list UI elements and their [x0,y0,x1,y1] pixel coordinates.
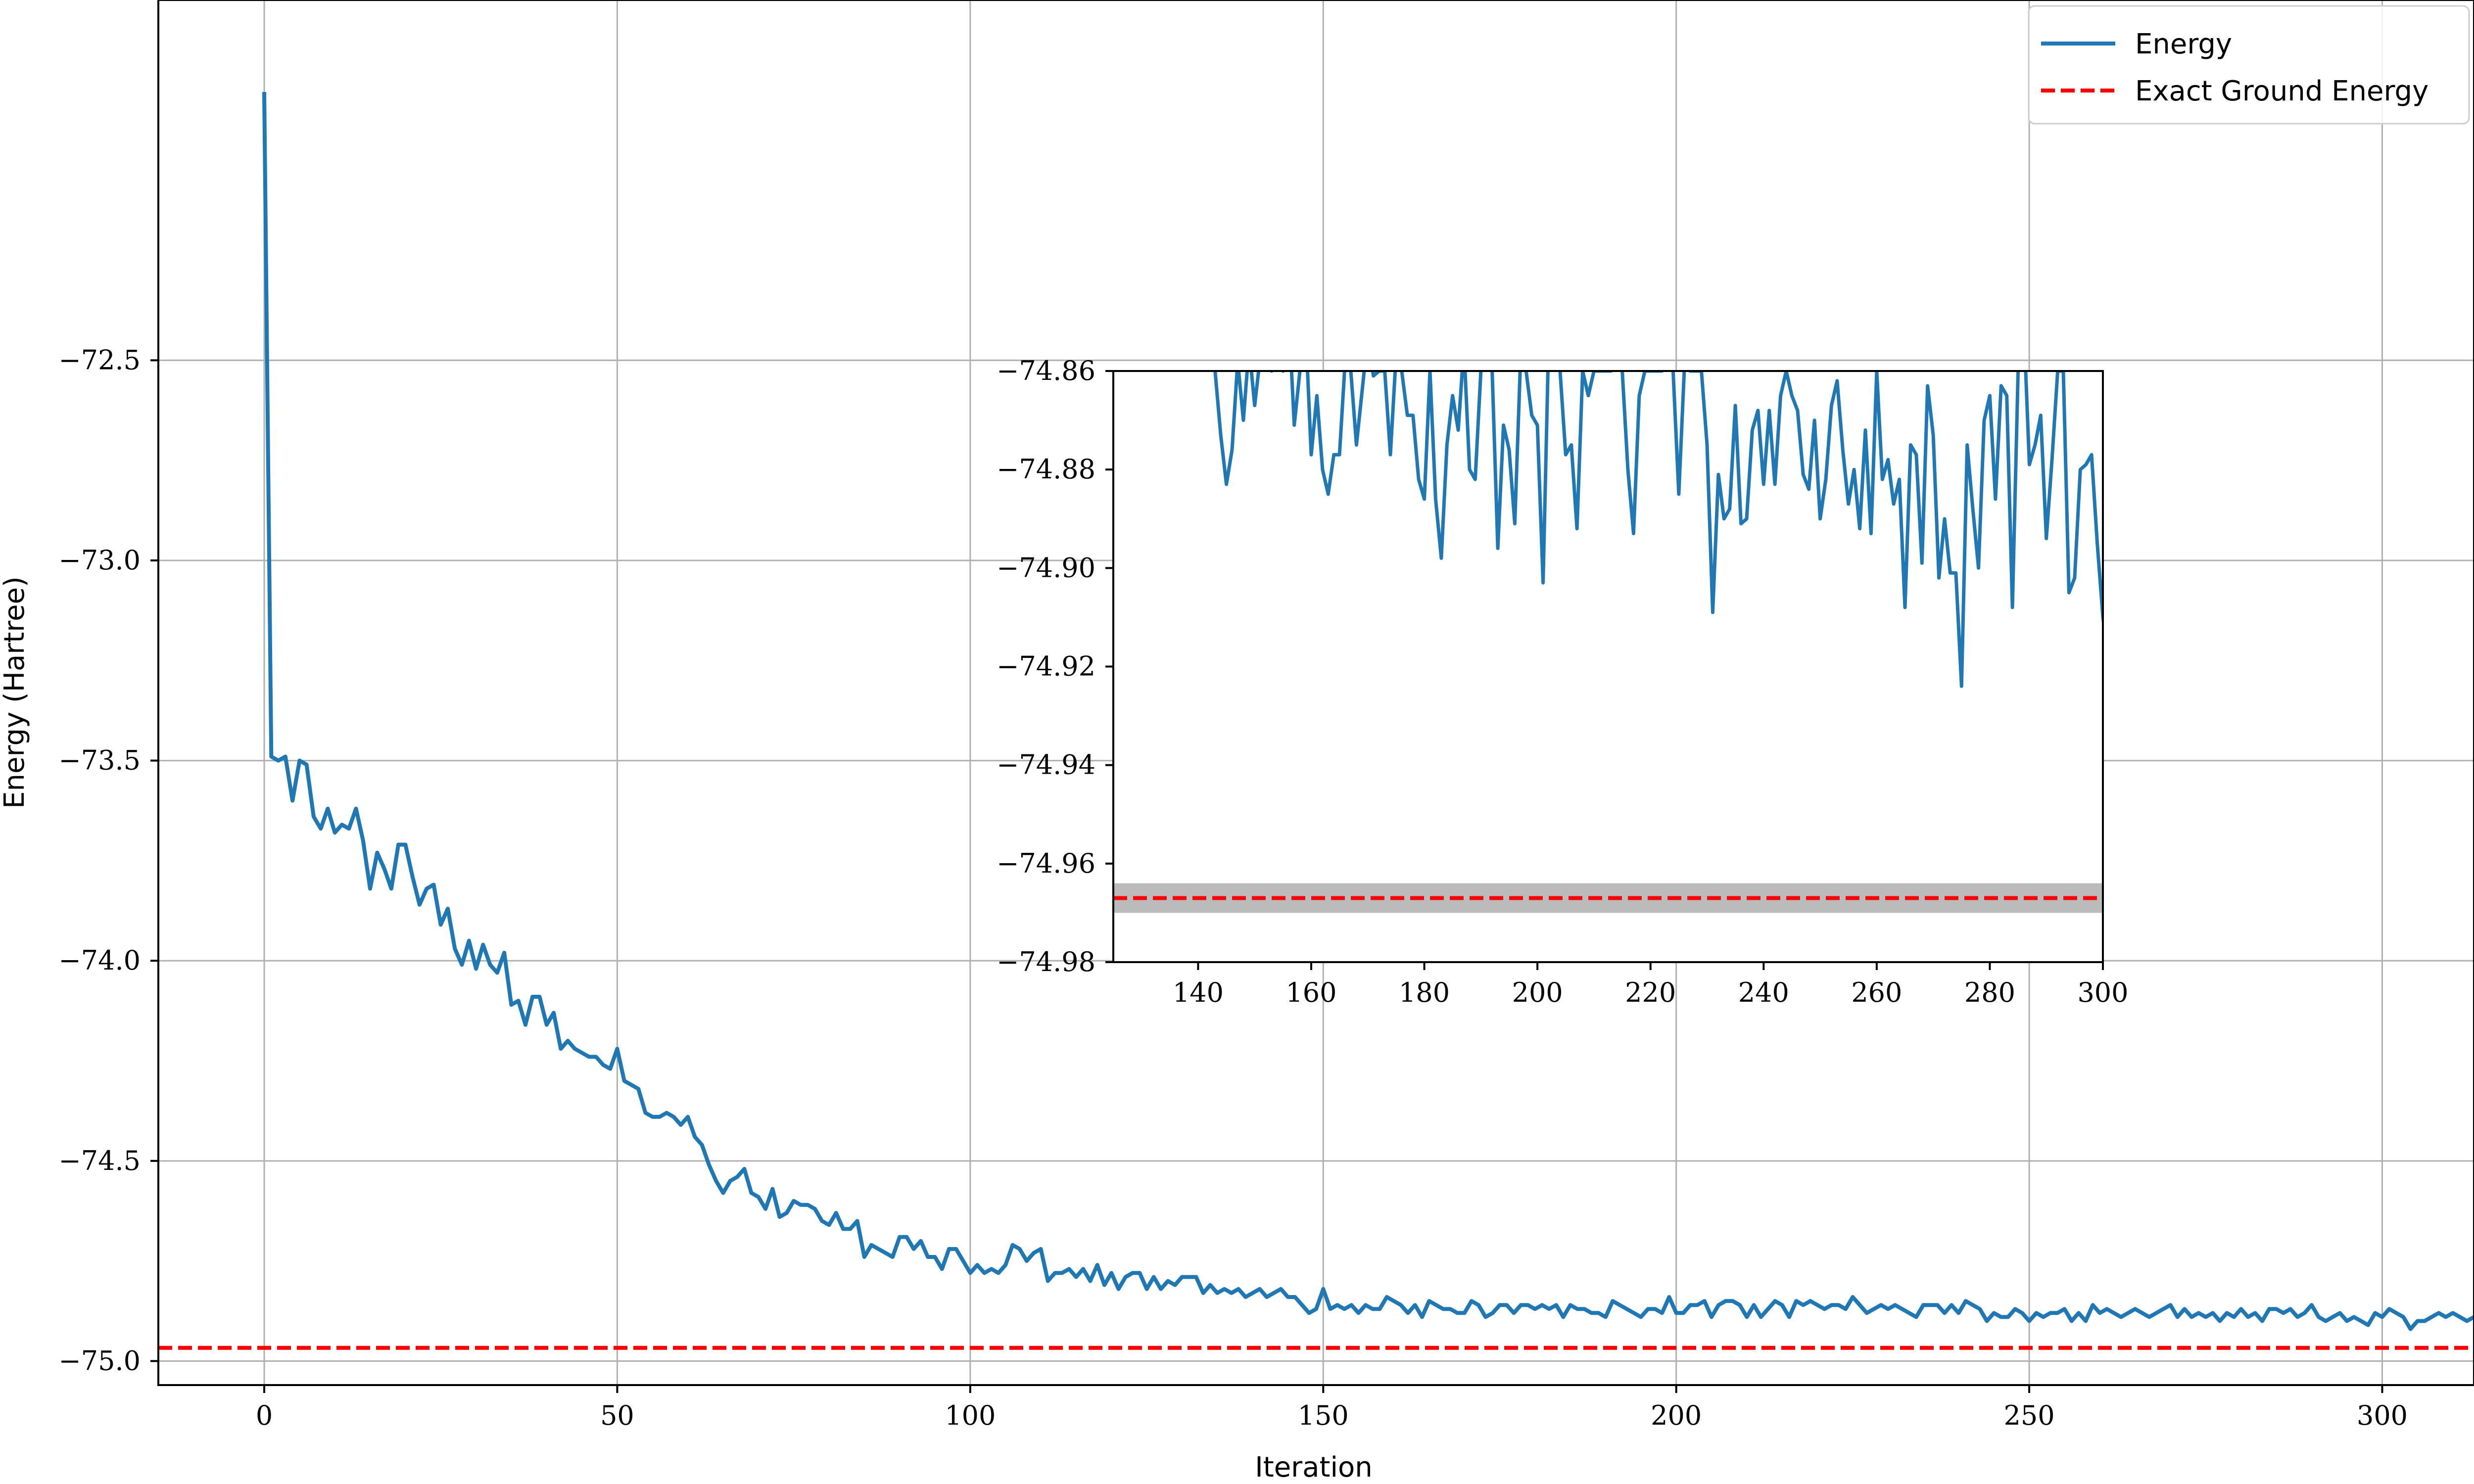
y-tick-label: −74.0 [59,945,141,976]
x-tick-label: 200 [1651,1400,1702,1431]
legend-label-exact-ground-energy: Exact Ground Energy [2135,75,2428,107]
main-series [158,92,2474,1350]
legend-label-energy: Energy [2135,28,2232,60]
inset-background [1113,371,2103,962]
legend: Energy Exact Ground Energy [2028,5,2470,125]
main-ticks: 0 50 100 150 200 250 300 −72.5 −73.0 −73.5 −74.0 −7… [59,344,2408,1431]
y-axis-label: Energy (Hartree) [0,576,31,809]
inset-x-tick-label: 180 [1399,977,1450,1008]
inset-x-tick-label: 240 [1738,977,1789,1008]
inset-y-tick-label: −74.90 [997,552,1095,583]
x-tick-label: 50 [600,1400,634,1431]
inset-y-tick-label: −74.98 [997,946,1095,977]
inset-x-tick-label: 200 [1512,977,1563,1008]
y-tick-label: −73.5 [59,745,141,776]
inset-x-tick-label: 300 [2077,977,2128,1008]
inset-x-tick-label: 280 [1964,977,2015,1008]
x-tick-label: 300 [2357,1400,2408,1431]
inset-y-tick-label: −74.92 [997,651,1095,682]
x-tick-label: 150 [1298,1400,1349,1431]
x-tick-label: 0 [256,1400,273,1431]
inset-x-tick-label: 160 [1285,977,1336,1008]
x-tick-label: 250 [2004,1400,2055,1431]
y-tick-label: −75.0 [59,1345,141,1376]
inset-y-tick-label: −74.96 [997,848,1095,879]
inset-y-tick-label: −74.94 [997,749,1095,781]
inset-series [1113,371,2103,913]
y-tick-label: −72.5 [59,344,141,375]
x-axis-label: Iteration [1255,1451,1373,1484]
inset-y-tick-label: −74.88 [997,454,1095,485]
inset-x-tick-label: 220 [1625,977,1676,1008]
inset-x-tick-label: 140 [1173,977,1224,1008]
inset-ticks: 140 160 180 200 220 240 260 280 300 −74.86 −74.88 −… [997,355,2128,1008]
inset-x-tick-label: 260 [1851,977,1902,1008]
inset-y-tick-label: −74.86 [997,355,1095,386]
main-plot-frame [157,0,2474,1386]
energy-series-line [262,92,2474,1331]
inset-energy-series-line [1213,371,2103,688]
y-tick-label: −73.0 [59,545,141,576]
x-tick-label: 100 [945,1400,996,1431]
y-tick-label: −74.5 [59,1145,141,1176]
